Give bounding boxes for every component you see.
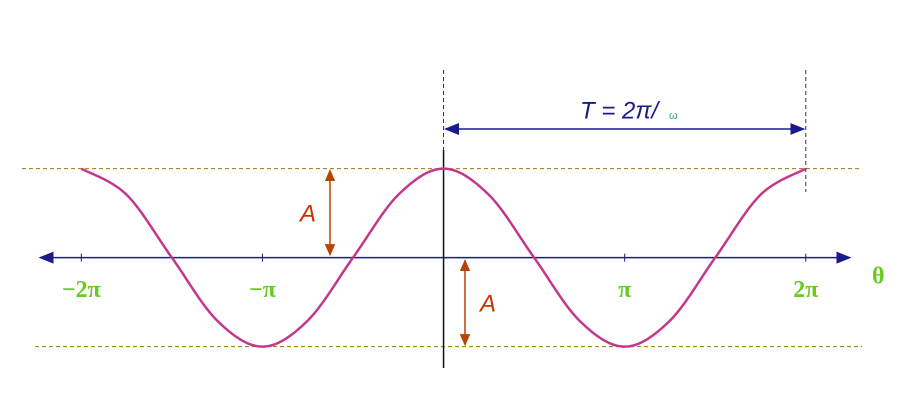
amplitude-label: A [298,200,316,227]
x-tick-label: π [618,277,631,303]
x-axis-label: θ [872,264,885,290]
line [80,167,807,348]
omega-label: ω [669,110,678,122]
x-tick-label: 2π [793,277,818,303]
x-tick-label: −2π [62,277,101,303]
period-label: T = 2π/ [580,97,660,124]
amplitude-label: A [478,290,496,317]
x-tick-label: −π [249,277,276,303]
